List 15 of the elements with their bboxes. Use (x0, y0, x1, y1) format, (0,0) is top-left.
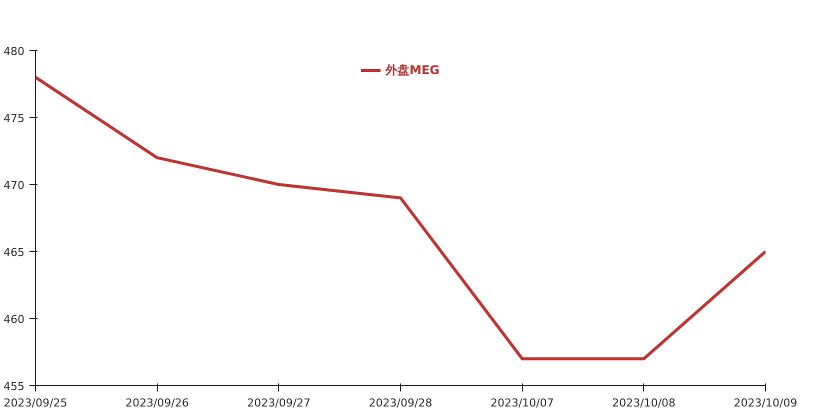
x-tick-label: 2023/09/27 (247, 396, 311, 410)
x-tick-label: 2023/10/09 (734, 396, 798, 410)
x-tick-label: 2023/09/26 (125, 396, 189, 410)
x-tick-label: 2023/09/25 (4, 396, 68, 410)
y-tick-label: 475 (4, 112, 25, 125)
x-tick-label: 2023/09/28 (368, 396, 432, 410)
y-tick-label: 465 (4, 246, 25, 259)
x-tick-label: 2023/10/08 (612, 396, 676, 410)
legend-label: 外盘MEG (386, 62, 440, 78)
y-tick-label: 455 (4, 380, 25, 393)
line-series (36, 76, 766, 360)
y-tick-label: 460 (4, 313, 25, 326)
x-tick-label: 2023/10/07 (490, 396, 554, 410)
y-tick-label: 470 (4, 179, 25, 192)
y-tick-label: 480 (4, 45, 25, 58)
